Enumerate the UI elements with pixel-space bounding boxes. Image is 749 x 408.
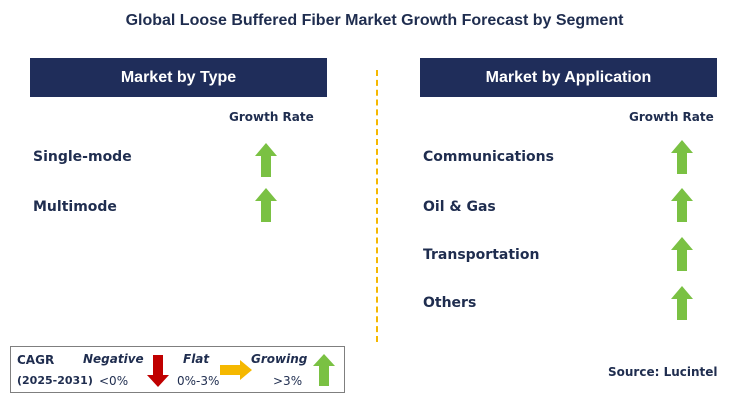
market-by-type-header: Market by Type [30, 58, 327, 97]
segment-label-single-mode: Single-mode [33, 149, 132, 165]
segment-label-oil-gas: Oil & Gas [423, 199, 496, 215]
up-arrow-icon [671, 140, 693, 174]
right-arrow-icon [220, 360, 252, 380]
segment-label-communications: Communications [423, 149, 554, 165]
growth-rate-label-application: Growth Rate [629, 110, 714, 124]
legend-flat-label: Flat [183, 352, 210, 366]
up-arrow-icon [671, 237, 693, 271]
legend-cagr-label: CAGR [17, 353, 55, 367]
legend-negative-label: Negative [83, 352, 144, 366]
legend-negative-range: <0% [99, 374, 129, 388]
segment-label-others: Others [423, 295, 477, 311]
segment-label-multimode: Multimode [33, 199, 117, 215]
up-arrow-icon [671, 286, 693, 320]
up-arrow-icon [255, 143, 277, 177]
legend-flat-range: 0%-3% [177, 374, 220, 388]
up-arrow-icon [255, 188, 277, 222]
legend-growing-range: >3% [273, 374, 303, 388]
source-note: Source: Lucintel [608, 365, 718, 379]
panel-divider [376, 70, 378, 342]
legend-growing-label: Growing [251, 352, 308, 366]
growth-rate-label-type: Growth Rate [229, 110, 314, 124]
down-arrow-icon [147, 355, 169, 387]
legend-period: (2025-2031) [17, 374, 93, 387]
up-arrow-icon [671, 188, 693, 222]
market-by-application-header: Market by Application [420, 58, 717, 97]
up-arrow-icon [313, 354, 335, 386]
page-title: Global Loose Buffered Fiber Market Growt… [125, 12, 624, 29]
cagr-legend: CAGR (2025-2031) Negative <0% Flat 0%-3%… [10, 346, 345, 393]
segment-label-transportation: Transportation [423, 247, 540, 263]
